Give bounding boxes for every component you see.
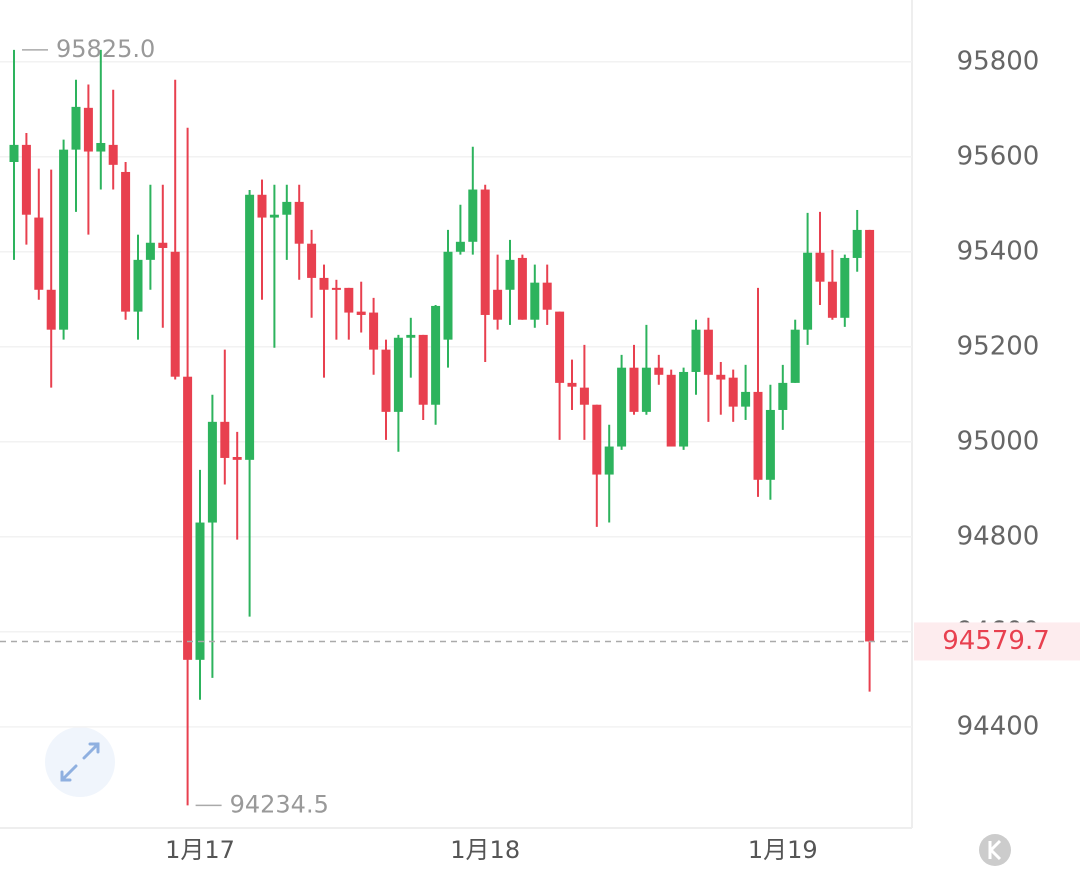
candle-body [753, 391, 763, 480]
candle-body [183, 376, 193, 660]
candle-body [852, 229, 862, 258]
candle-body [840, 257, 850, 318]
x-tick-label: 1月17 [165, 836, 235, 864]
candle-body [679, 371, 689, 447]
candle-body [9, 144, 19, 162]
candle-body [455, 241, 465, 252]
y-tick-label: 95400 [957, 236, 1040, 266]
candle-body [158, 242, 168, 248]
candle-body [319, 277, 329, 290]
candle-body [21, 144, 31, 215]
k-button-bg [979, 834, 1011, 866]
candle-body [505, 259, 515, 290]
candle-body [34, 217, 44, 290]
candle-body [468, 189, 478, 242]
candle-body [827, 281, 837, 318]
candle-body [480, 189, 490, 315]
expand-button[interactable] [45, 727, 115, 797]
candle-body [703, 329, 713, 375]
candle-body [728, 377, 738, 407]
expand-icon [60, 742, 100, 782]
candle-body [567, 382, 577, 387]
candle-body [307, 243, 317, 278]
candle-body [269, 214, 279, 218]
candle-body [406, 334, 416, 338]
candle-body [431, 305, 441, 405]
candle-body [604, 446, 614, 475]
y-tick-label: 94800 [957, 521, 1040, 551]
candle-body [245, 194, 255, 460]
candle-body [579, 387, 589, 405]
k-button[interactable] [979, 834, 1011, 866]
candle-body [232, 456, 242, 460]
candle-body [790, 329, 800, 383]
candle-body [393, 337, 403, 412]
x-tick-label: 1月19 [748, 836, 818, 864]
candle-body [282, 201, 292, 215]
candle-body [815, 252, 825, 282]
candle-body [716, 374, 726, 380]
candle-body [555, 311, 565, 383]
candle-body [257, 194, 267, 218]
candle-body [381, 349, 391, 412]
candle-body [530, 282, 540, 320]
expand-bg [45, 727, 115, 797]
max-label: 95825.0 [56, 35, 155, 63]
candle-body [765, 409, 775, 480]
candle-body [133, 259, 143, 312]
candle-body [121, 171, 131, 312]
candle-body [344, 287, 354, 313]
candle-body [71, 106, 81, 150]
candle-body [83, 107, 93, 152]
candle-body [356, 311, 366, 315]
x-tick-label: 1月18 [450, 836, 520, 864]
min-label: 94234.5 [230, 790, 329, 818]
candle-body [654, 367, 664, 375]
candle-body [96, 142, 106, 152]
candle-body [46, 289, 56, 330]
candle-body [369, 312, 379, 350]
candle-body [517, 257, 527, 320]
candle-body [592, 404, 602, 475]
candle-body [666, 374, 676, 447]
candle-body [220, 421, 230, 458]
candle-body [294, 201, 304, 244]
candle-body [331, 287, 341, 290]
y-tick-label: 95000 [957, 426, 1040, 456]
candle-body [691, 329, 701, 372]
candle-body [641, 367, 651, 412]
y-tick-label: 95800 [957, 46, 1040, 76]
candle-body [195, 522, 205, 660]
candle-body [207, 421, 217, 523]
candle-body [542, 282, 552, 310]
y-tick-label: 95200 [957, 331, 1040, 361]
y-tick-label: 95600 [957, 141, 1040, 171]
candle-body [418, 334, 428, 405]
candle-body [493, 289, 503, 320]
last-price-label: 94579.7 [942, 626, 1050, 656]
candle-body [108, 144, 118, 165]
last-price-bg [914, 622, 1080, 661]
candle-body [145, 242, 155, 260]
candle-body [629, 367, 639, 412]
k-button-icon [988, 839, 1002, 861]
candle-body [803, 252, 813, 330]
candle-body [443, 251, 453, 340]
candle-body [778, 382, 788, 410]
candle-body [59, 149, 69, 330]
y-tick-label: 94400 [957, 711, 1040, 741]
candle-body [170, 251, 180, 377]
candle-body [617, 367, 627, 447]
candle-body [865, 229, 875, 642]
candle-body [741, 391, 751, 407]
